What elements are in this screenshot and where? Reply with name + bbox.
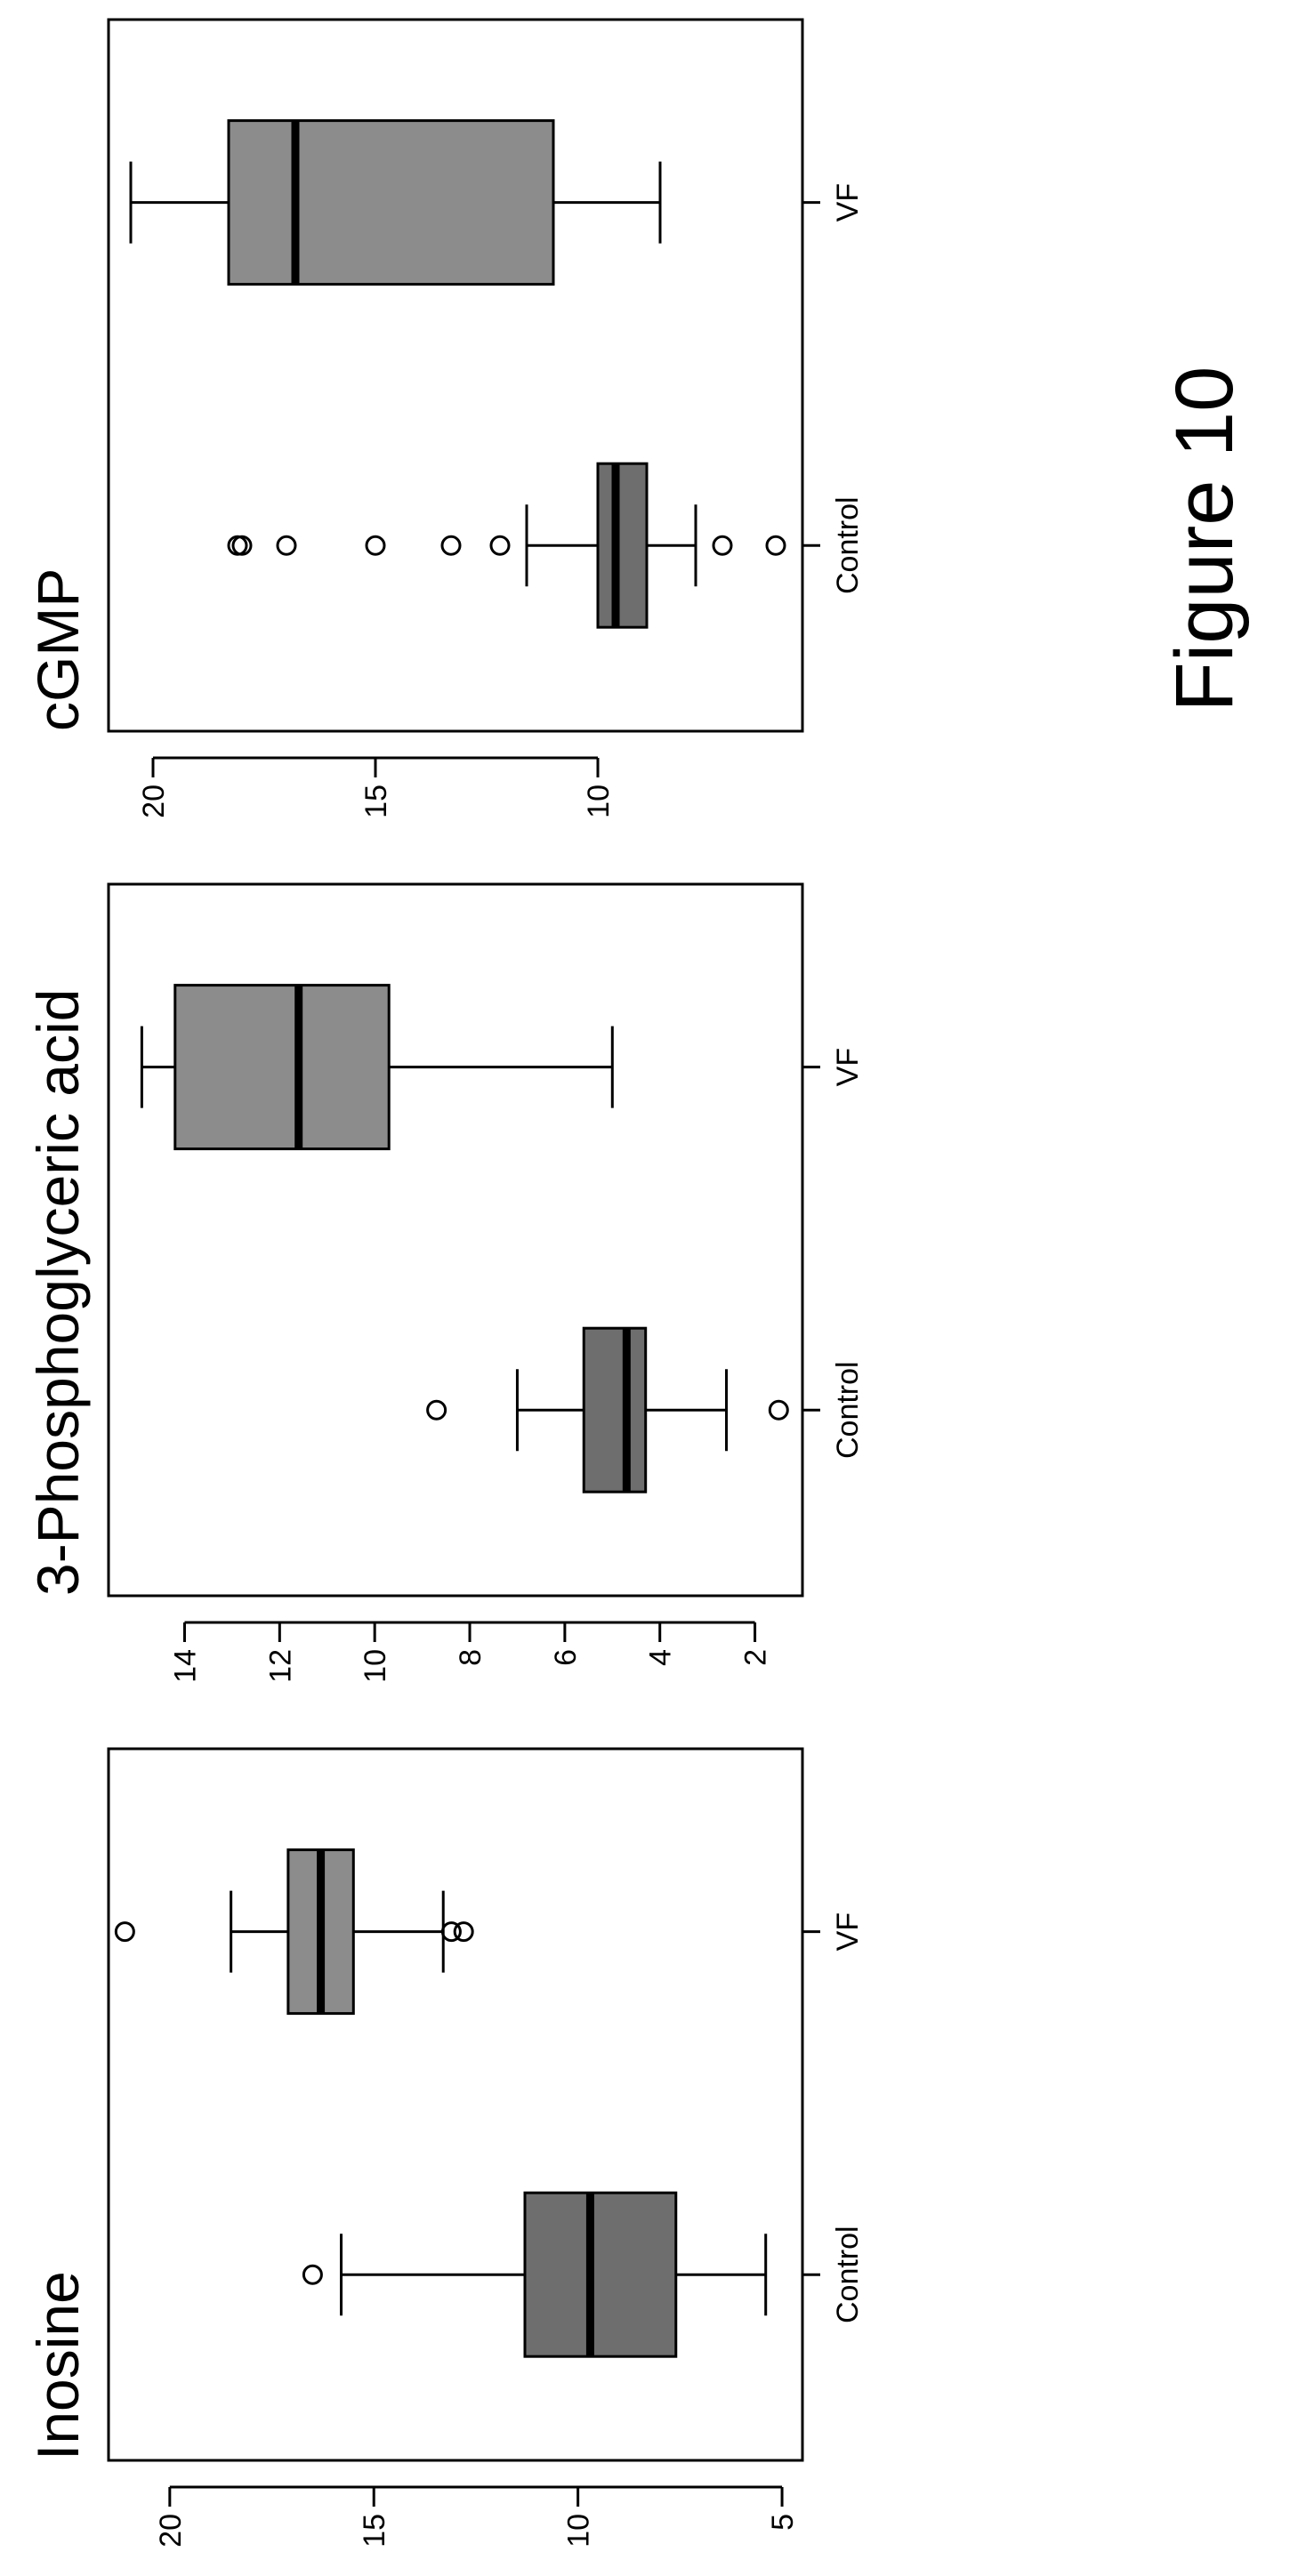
y-tick-label: 4: [644, 1649, 678, 1666]
y-tick-label: 5: [766, 2514, 800, 2531]
iqr-box: [523, 2191, 678, 2358]
box-vf: [129, 119, 662, 286]
iqr-box: [596, 462, 649, 629]
y-tick-label: 6: [549, 1649, 583, 1666]
panel-title: 3-Phosphoglyceric acid: [25, 989, 91, 1596]
y-tick-label: 10: [562, 2514, 596, 2548]
plot-frame: [107, 882, 804, 1598]
iqr-box: [582, 1326, 648, 1493]
box-vf: [140, 984, 614, 1151]
box-control: [302, 2191, 768, 2358]
y-tick-label: 20: [154, 2514, 188, 2548]
outlier-point: [365, 535, 386, 556]
outlier-point: [765, 535, 786, 556]
boxplot-panel-0: Inosine 5 10 15 20 Control VF: [25, 1747, 865, 2548]
outlier-point: [768, 1399, 789, 1421]
figure-label: Figure 10: [1159, 366, 1250, 712]
y-tick-label: 15: [358, 2514, 391, 2548]
plot-frame: [107, 18, 804, 733]
x-category-label: Control: [831, 1361, 865, 1459]
iqr-box: [173, 984, 391, 1151]
outlier-point: [712, 535, 733, 556]
outlier-point: [453, 1921, 474, 1943]
y-tick-label: 10: [582, 785, 616, 818]
y-tick-label: 14: [168, 1649, 202, 1683]
outlier-point: [489, 535, 511, 556]
iqr-box: [227, 119, 555, 286]
outlier-point: [227, 535, 248, 556]
boxplot-panels: Inosine5101520ControlVF3-Phosphoglyceric…: [25, 18, 865, 2548]
x-category-label: VF: [831, 1912, 865, 1951]
outlier-point: [302, 2264, 323, 2285]
outlier-point: [426, 1399, 447, 1421]
y-tick-label: 2: [739, 1649, 773, 1666]
outlier-point: [114, 1921, 135, 1943]
x-category-label: VF: [831, 183, 865, 221]
outlier-point: [276, 535, 297, 556]
plot-frame: [107, 1747, 804, 2462]
x-category-label: Control: [831, 496, 865, 594]
y-tick-label: 15: [359, 785, 393, 818]
x-category-label: VF: [831, 1048, 865, 1086]
outlier-point: [440, 535, 462, 556]
y-tick-label: 10: [359, 1649, 392, 1683]
y-tick-label: 8: [454, 1649, 488, 1666]
y-tick-label: 20: [137, 785, 171, 818]
outlier-point: [440, 1921, 462, 1943]
box-control: [426, 1326, 789, 1493]
box-vf: [114, 1848, 474, 2016]
panel-title: Inosine: [25, 2271, 91, 2460]
x-category-label: Control: [831, 2226, 865, 2323]
y-tick-label: 12: [263, 1649, 297, 1683]
box-control: [227, 462, 786, 629]
boxplot-panel-2: cGMP 10 15 20 Control VF: [25, 18, 865, 818]
boxplot-panel-1: 3-Phosphoglyceric acid 2 4 6 8 10 12 14 Control V…: [25, 882, 865, 1683]
panel-title: cGMP: [25, 568, 91, 731]
